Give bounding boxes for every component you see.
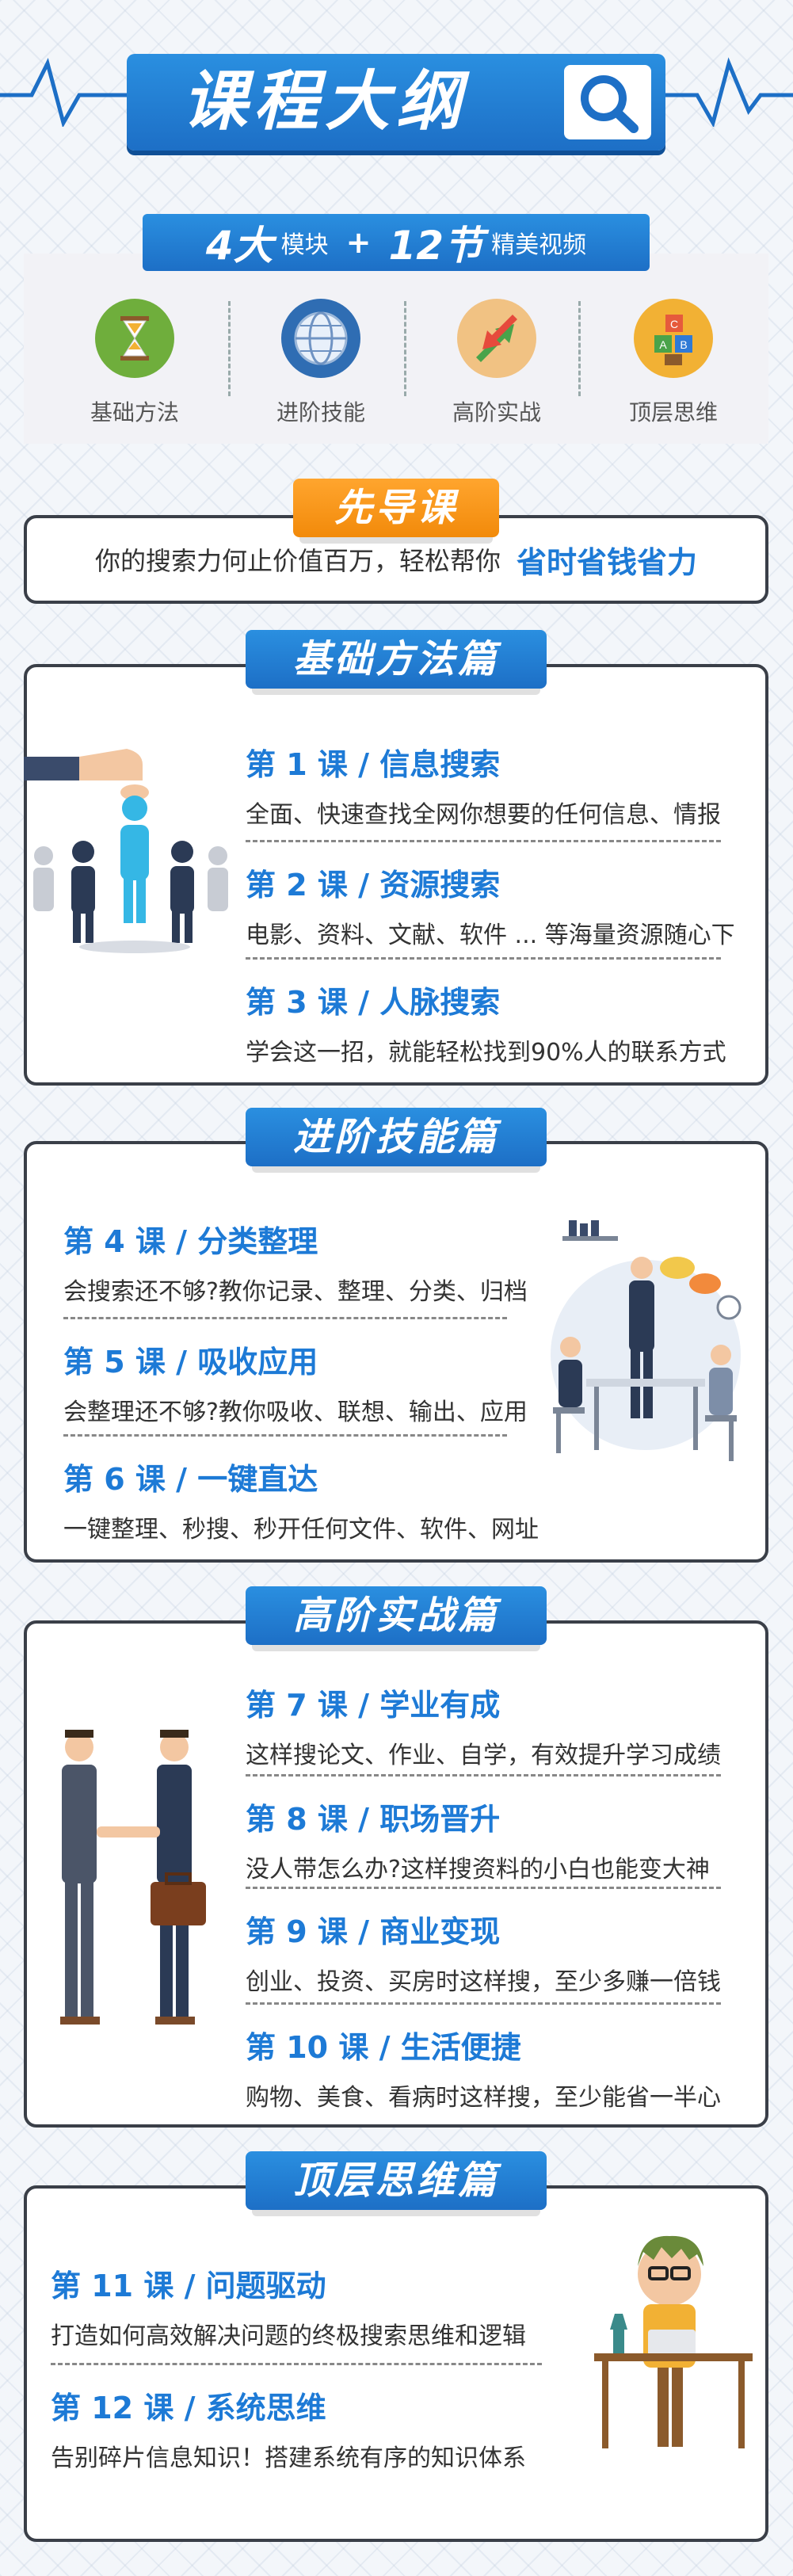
svg-text:C: C — [670, 318, 678, 330]
lesson-item[interactable]: 第 11 课 / 问题驱动 打造如何高效解决问题的终极搜索思维和逻辑 — [51, 2261, 526, 2351]
lesson-item[interactable]: 第 6 课 / 一键直达 一键整理、秒搜、秒开任何文件、软件、网址 — [63, 1455, 539, 1544]
lesson-desc: 没人带怎么办?这样搜资料的小白也能变大神 — [246, 1856, 710, 1883]
divider — [246, 2002, 721, 2005]
hourglass-icon — [95, 299, 174, 378]
handshake-illustration — [60, 1730, 206, 2025]
lesson-title: 第 10 课 / 生活便捷 — [246, 2030, 521, 2065]
course-outline-title-banner: 课程大纲 — [127, 54, 665, 151]
lesson-item[interactable]: 第 7 课 / 学业有成 这样搜论文、作业、自学，有效提升学习成绩 — [246, 1681, 721, 1770]
section-basic-tag: 基础方法篇 — [246, 630, 547, 695]
people-selection-illustration — [24, 749, 228, 953]
lesson-item[interactable]: 第 2 课 / 资源搜索 电影、资料、文献、软件 ... 等海量资源随心下 — [246, 861, 735, 950]
lesson-title: 第 9 课 / 商业变现 — [246, 1914, 501, 1949]
lesson-desc: 会整理还不够?教你吸收、联想、输出、应用 — [63, 1399, 528, 1426]
module-label: 高阶实战 — [452, 399, 541, 426]
lesson-item[interactable]: 第 12 课 / 系统思维 告别碎片信息知识！搭建系统有序的知识体系 — [51, 2383, 526, 2473]
lesson-item[interactable]: 第 9 课 / 商业变现 创业、投资、买房时这样搜，至少多赚一倍钱 — [246, 1907, 721, 1997]
divider — [63, 1434, 507, 1437]
lesson-desc: 电影、资料、文献、软件 ... 等海量资源随心下 — [246, 922, 735, 949]
modules-summary-banner: 4大 模块 + 12节 精美视频 — [143, 214, 650, 271]
lesson-title: 第 1 课 / 信息搜索 — [246, 747, 501, 782]
module-advanced: 进阶技能 — [242, 297, 400, 427]
lesson-title: 第 3 课 / 人脉搜索 — [246, 985, 501, 1020]
lesson-item[interactable]: 第 5 课 / 吸收应用 会整理还不够?教你吸收、联想、输出、应用 — [63, 1338, 528, 1427]
module-top-thinking: C A B 顶层思维 — [594, 297, 753, 427]
lesson-desc: 告别碎片信息知识！搭建系统有序的知识体系 — [51, 2444, 526, 2472]
modules-panel: 基础方法 进阶技能 高阶实战 C A B — [24, 254, 768, 444]
lessons-count: 12节 — [388, 223, 484, 269]
lesson-item[interactable]: 第 8 课 / 职场晋升 没人带怎么办?这样搜资料的小白也能变大神 — [246, 1795, 710, 1884]
meeting-illustration — [551, 1220, 742, 1461]
module-label: 基础方法 — [90, 399, 179, 426]
lesson-desc: 创业、投资、买房时这样搜，至少多赚一倍钱 — [246, 1968, 721, 1996]
module-label: 顶层思维 — [628, 399, 718, 426]
lesson-title: 第 5 课 / 吸收应用 — [63, 1345, 318, 1380]
lesson-title: 第 6 课 / 一键直达 — [63, 1462, 318, 1497]
search-icon — [564, 65, 651, 139]
lesson-desc: 会搜索还不够?教你记录、整理、分类、归档 — [63, 1278, 528, 1306]
lesson-title: 第 2 课 / 资源搜索 — [246, 868, 501, 903]
modules-word: 模块 — [280, 231, 329, 259]
divider — [51, 2363, 542, 2365]
svg-text:A: A — [659, 338, 667, 351]
lesson-item[interactable]: 第 1 课 / 信息搜索 全面、快速查找全网你想要的任何信息、情报 — [246, 740, 721, 830]
lesson-item[interactable]: 第 4 课 / 分类整理 会搜索还不够?教你记录、整理、分类、归档 — [63, 1217, 528, 1307]
lesson-title: 第 4 课 / 分类整理 — [63, 1224, 318, 1259]
intro-text: 你的搜索力何止价值百万，轻松帮你 — [94, 546, 501, 576]
section-top-thinking-panel: 第 11 课 / 问题驱动 打造如何高效解决问题的终极搜索思维和逻辑 第 12 … — [24, 2185, 768, 2542]
lesson-desc: 打造如何高效解决问题的终极搜索思维和逻辑 — [51, 2322, 526, 2350]
intro-highlight: 省时省钱省力 — [517, 544, 698, 580]
lesson-desc: 全面、快速查找全网你想要的任何信息、情报 — [246, 801, 721, 829]
section-practical-tag: 高阶实战篇 — [246, 1586, 547, 1651]
module-practical: 高阶实战 — [417, 297, 576, 427]
divider — [246, 957, 721, 960]
lesson-title: 第 11 课 / 问题驱动 — [51, 2269, 326, 2303]
section-advanced-tag: 进阶技能篇 — [246, 1108, 547, 1173]
lesson-title: 第 8 课 / 职场晋升 — [246, 1802, 501, 1837]
arrows-icon — [457, 299, 536, 378]
lesson-item[interactable]: 第 10 课 / 生活便捷 购物、美食、看病时这样搜，至少能省一半心 — [246, 2023, 721, 2112]
section-top-thinking-tag: 顶层思维篇 — [246, 2151, 547, 2216]
divider — [228, 301, 231, 396]
module-basic: 基础方法 — [55, 297, 214, 427]
divider — [578, 301, 581, 396]
divider — [246, 1887, 721, 1889]
lesson-desc: 学会这一招，就能轻松找到90%人的联系方式 — [246, 1039, 726, 1067]
lessons-word: 精美视频 — [491, 231, 587, 259]
intro-tag: 先导课 — [293, 479, 499, 544]
module-label: 进阶技能 — [276, 399, 365, 426]
modules-count: 4大 — [205, 223, 273, 269]
lesson-title: 第 7 课 / 学业有成 — [246, 1688, 501, 1723]
divider — [404, 301, 406, 396]
section-basic-panel: 第 1 课 / 信息搜索 全面、快速查找全网你想要的任何信息、情报 第 2 课 … — [24, 664, 768, 1086]
lesson-desc: 一键整理、秒搜、秒开任何文件、软件、网址 — [63, 1516, 539, 1544]
lesson-title: 第 12 课 / 系统思维 — [51, 2391, 326, 2425]
page-title: 课程大纲 — [182, 64, 467, 139]
lesson-desc: 这样搜论文、作业、自学，有效提升学习成绩 — [246, 1742, 721, 1769]
divider — [63, 1317, 507, 1319]
divider — [246, 840, 721, 842]
globe-icon — [281, 299, 360, 378]
lesson-desc: 购物、美食、看病时这样搜，至少能省一半心 — [246, 2084, 721, 2112]
thinker-at-desk-illustration — [594, 2235, 753, 2448]
abc-blocks-icon: C A B — [634, 299, 713, 378]
section-practical-panel: 第 7 课 / 学业有成 这样搜论文、作业、自学，有效提升学习成绩 第 8 课 … — [24, 1620, 768, 2128]
plus-sign: + — [345, 225, 372, 260]
svg-text:B: B — [680, 338, 687, 351]
lesson-item[interactable]: 第 3 课 / 人脉搜索 学会这一招，就能轻松找到90%人的联系方式 — [246, 978, 726, 1067]
heartbeat-line-decoration — [0, 57, 793, 127]
divider — [246, 1774, 721, 1776]
